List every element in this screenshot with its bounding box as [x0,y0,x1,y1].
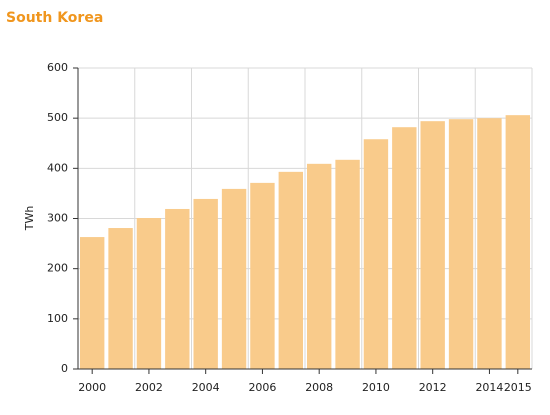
x-tick-label: 2015 [504,381,532,394]
bar [335,159,360,369]
y-tick-label: 100 [47,312,68,325]
bar [221,188,247,369]
x-tick-label: 2012 [419,381,447,394]
bar [250,182,275,369]
x-tick-label: 2004 [192,381,220,394]
y-tick-label: 0 [61,362,68,375]
x-tick-label: 2008 [305,381,333,394]
y-tick-label: 500 [47,111,68,124]
y-tick-label: 200 [47,262,68,275]
bar [477,118,502,370]
x-tick-label: 2002 [135,381,163,394]
y-axis-label: TWh [23,206,36,232]
bar [392,127,417,370]
bar [306,163,332,369]
x-tick-label: 2010 [362,381,390,394]
y-tick-label: 300 [47,212,68,225]
bar [448,119,474,369]
bar [165,208,190,369]
x-tick-label: 2014 [475,381,503,394]
x-tick-label: 2000 [78,381,106,394]
bar [193,198,218,369]
bar [136,217,162,369]
bar [420,121,445,369]
y-tick-label: 400 [47,161,68,174]
bar [505,115,531,369]
chart-title: South Korea [6,10,103,26]
x-tick-label: 2006 [248,381,276,394]
y-tick-label: 600 [47,61,68,74]
bar [363,139,389,369]
bar [278,171,304,369]
bar [79,237,105,369]
bar [108,228,133,369]
